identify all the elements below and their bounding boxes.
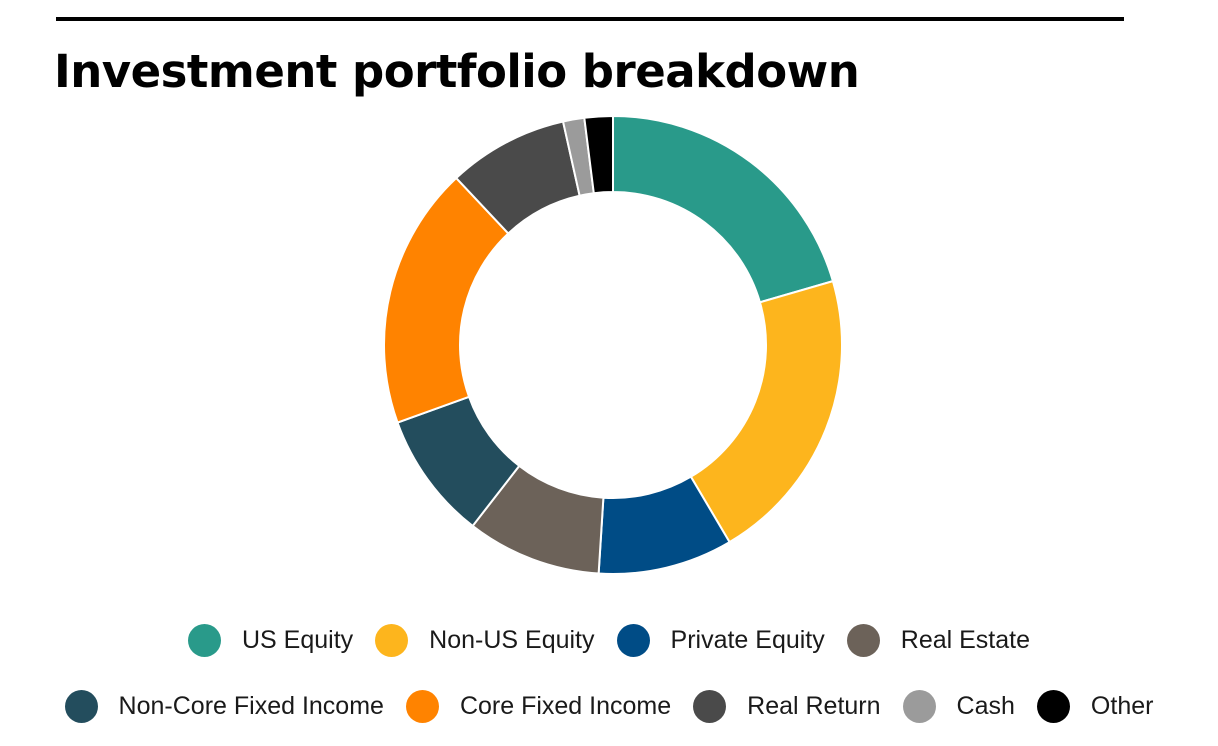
legend-item-other: Other bbox=[1036, 689, 1154, 723]
legend-item-real-return: Real Return bbox=[693, 689, 881, 723]
legend-label: Real Return bbox=[747, 691, 881, 720]
chart-title: Investment portfolio breakdown bbox=[54, 45, 860, 98]
legend-item-real-estate: Real Estate bbox=[846, 623, 1031, 657]
legend-label: Private Equity bbox=[670, 625, 825, 654]
legend-item-private-equity: Private Equity bbox=[616, 623, 825, 657]
legend-label: US Equity bbox=[241, 625, 354, 654]
legend-swatch bbox=[64, 689, 98, 723]
legend-item-core-fixed-income: Core Fixed Income bbox=[405, 689, 672, 723]
top-rule bbox=[56, 17, 1124, 21]
slice-us-equity bbox=[612, 114, 835, 304]
legend-item-us-equity: US Equity bbox=[187, 623, 354, 657]
legend-label: Cash bbox=[956, 691, 1015, 720]
legend-swatch bbox=[693, 689, 727, 723]
legend-swatch bbox=[187, 623, 221, 657]
legend-swatch bbox=[1036, 689, 1070, 723]
legend-swatch bbox=[405, 689, 439, 723]
legend-label: Non-Core Fixed Income bbox=[118, 691, 384, 720]
legend-item-non-us-equity: Non-US Equity bbox=[375, 623, 595, 657]
legend-label: Non-US Equity bbox=[429, 625, 595, 654]
legend-swatch bbox=[616, 623, 650, 657]
legend-swatch bbox=[902, 689, 936, 723]
legend-swatch bbox=[375, 623, 409, 657]
legend-swatch bbox=[846, 623, 880, 657]
legend-item-cash: Cash bbox=[902, 689, 1015, 723]
legend-item-non-core-fixed-income: Non-Core Fixed Income bbox=[64, 689, 384, 723]
slice-other bbox=[583, 114, 614, 195]
legend-row-2: Non-Core Fixed Income Core Fixed Income Re… bbox=[0, 686, 1218, 726]
donut-chart bbox=[383, 114, 843, 575]
legend-label: Real Estate bbox=[900, 625, 1031, 654]
legend-label: Core Fixed Income bbox=[459, 691, 672, 720]
legend-row-1: US Equity Non-US Equity Private Equity Real… bbox=[0, 620, 1218, 660]
slice-non-us-equity bbox=[689, 279, 843, 544]
legend-label: Other bbox=[1090, 691, 1154, 720]
